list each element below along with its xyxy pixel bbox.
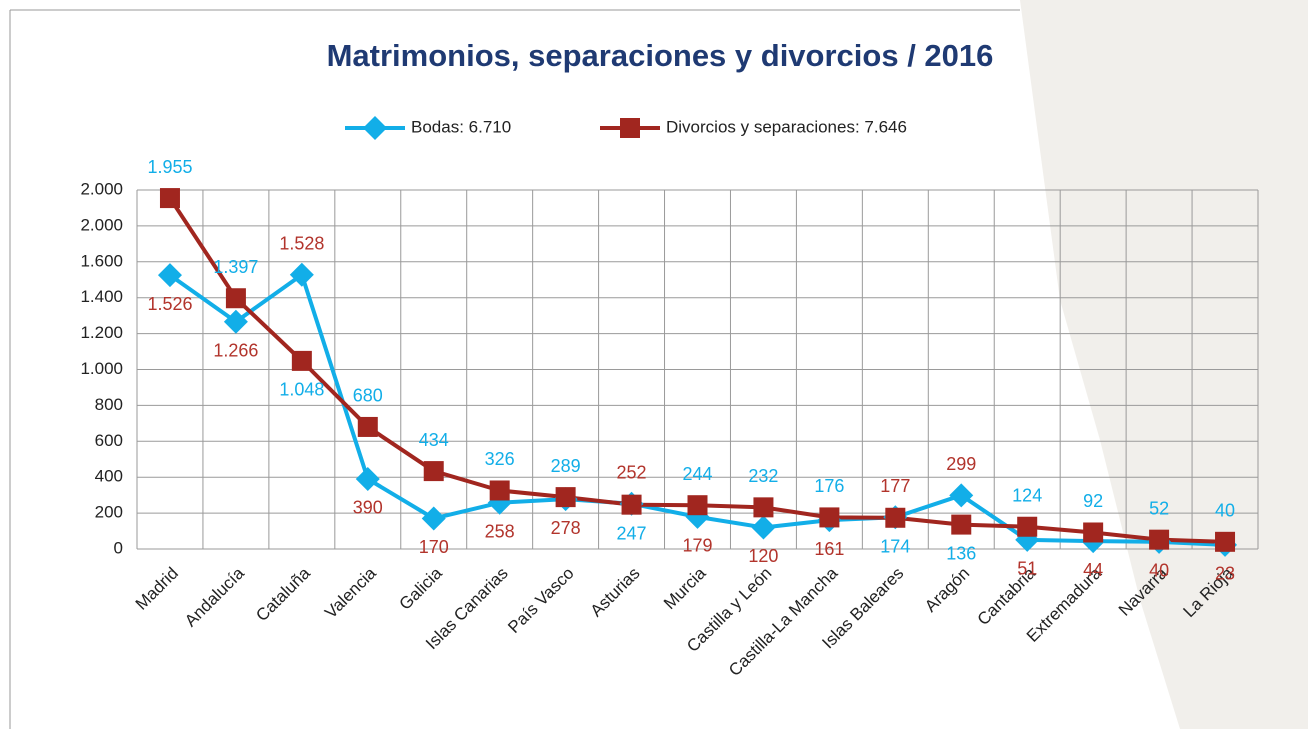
legend-label: Divorcios y separaciones: 7.646	[666, 117, 907, 136]
data-label: 124	[1012, 485, 1042, 505]
data-point	[688, 495, 708, 515]
data-label: 1.528	[279, 233, 324, 253]
data-label: 434	[419, 430, 449, 450]
data-label: 1.266	[213, 341, 258, 361]
data-point	[1149, 530, 1169, 550]
page: Matrimonios, separaciones y divorcios / …	[0, 0, 1308, 729]
legend-label: Bodas: 6.710	[411, 117, 511, 136]
data-label: 23	[1215, 564, 1235, 584]
data-label: 52	[1149, 498, 1169, 518]
data-label: 278	[551, 518, 581, 538]
data-label: 390	[353, 498, 383, 518]
y-tick-label: 0	[114, 538, 123, 557]
chart-title: Matrimonios, separaciones y divorcios / …	[327, 38, 994, 73]
data-label: 299	[946, 454, 976, 474]
data-point	[292, 351, 312, 371]
y-tick-label: 400	[95, 467, 123, 486]
data-label: 1.955	[147, 157, 192, 177]
data-point	[424, 461, 444, 481]
data-point	[1215, 532, 1235, 552]
data-point	[885, 508, 905, 528]
data-label: 170	[419, 537, 449, 557]
data-label: 258	[485, 521, 515, 541]
data-label: 326	[485, 449, 515, 469]
data-point	[622, 495, 642, 515]
data-label: 51	[1017, 559, 1037, 579]
y-tick-label: 1.600	[80, 251, 123, 270]
data-point	[1017, 517, 1037, 537]
y-tick-label: 2.000	[80, 215, 123, 234]
data-label: 92	[1083, 491, 1103, 511]
y-tick-label: 800	[95, 395, 123, 414]
data-point	[819, 507, 839, 527]
data-label: 44	[1083, 560, 1103, 580]
data-label: 1.048	[279, 380, 324, 400]
y-tick-label: 1.000	[80, 359, 123, 378]
y-tick-label: 600	[95, 431, 123, 450]
data-label: 1.397	[213, 257, 258, 277]
data-label: 252	[617, 463, 647, 483]
y-tick-label: 1.400	[80, 287, 123, 306]
y-tick-label: 200	[95, 503, 123, 522]
data-label: 244	[682, 464, 712, 484]
data-point	[226, 288, 246, 308]
data-point	[490, 480, 510, 500]
data-label: 289	[551, 456, 581, 476]
y-tick-label: 2.000	[80, 179, 123, 198]
data-label: 177	[880, 476, 910, 496]
data-label: 247	[617, 523, 647, 543]
data-label: 40	[1149, 561, 1169, 581]
data-label: 40	[1215, 501, 1235, 521]
data-point	[1083, 522, 1103, 542]
data-point	[951, 515, 971, 535]
data-point	[556, 487, 576, 507]
data-label: 136	[946, 543, 976, 563]
data-label: 179	[682, 536, 712, 556]
legend-marker	[620, 118, 640, 138]
data-label: 120	[748, 546, 778, 566]
data-point	[160, 188, 180, 208]
chart: Matrimonios, separaciones y divorcios / …	[0, 0, 1308, 729]
y-tick-label: 1.200	[80, 323, 123, 342]
data-label: 176	[814, 476, 844, 496]
data-point	[753, 497, 773, 517]
data-label: 680	[353, 386, 383, 406]
data-label: 174	[880, 537, 910, 557]
data-label: 161	[814, 539, 844, 559]
data-point	[358, 417, 378, 437]
data-label: 1.526	[147, 294, 192, 314]
data-label: 232	[748, 466, 778, 486]
